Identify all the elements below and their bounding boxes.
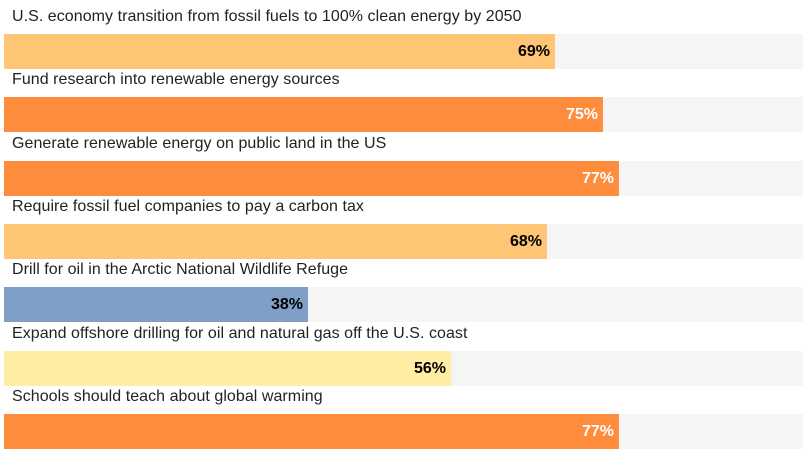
bar-track: 75% <box>4 97 803 133</box>
bar-category-label: Fund research into renewable energy sour… <box>12 71 340 89</box>
bar-value-label: 77% <box>581 422 614 440</box>
bar-row: Generate renewable energy on public land… <box>0 127 803 196</box>
bar-row: U.S. economy transition from fossil fuel… <box>0 0 803 69</box>
bar-track: 38% <box>4 287 803 323</box>
bar-track: 69% <box>4 34 803 69</box>
bar-category-label: Drill for oil in the Arctic National Wil… <box>12 261 349 279</box>
bar-row: Require fossil fuel companies to pay a c… <box>0 190 803 259</box>
bar-category-label: Schools should teach about global warmin… <box>12 387 323 405</box>
bar-category-label: Require fossil fuel companies to pay a c… <box>12 197 364 215</box>
bar <box>4 34 555 69</box>
bar-row: Fund research into renewable energy sour… <box>0 63 803 133</box>
bar-value-label: 38% <box>270 296 303 314</box>
bar <box>4 160 619 196</box>
bar-category-label: Expand offshore drilling for oil and nat… <box>12 324 468 342</box>
bar-track: 56% <box>4 350 803 386</box>
bar-row: Expand offshore drilling for oil and nat… <box>0 317 803 386</box>
bar <box>4 350 451 386</box>
bar-row: Schools should teach about global warmin… <box>0 380 803 449</box>
bar <box>4 223 547 259</box>
bar-value-label: 75% <box>565 106 598 124</box>
bar-value-label: 77% <box>581 169 614 187</box>
bar-track: 77% <box>4 160 803 196</box>
bar-track: 77% <box>4 413 803 449</box>
bar-category-label: U.S. economy transition from fossil fuel… <box>12 8 522 25</box>
bar-track: 68% <box>4 223 803 259</box>
bar-value-label: 68% <box>509 232 542 250</box>
bar <box>4 287 308 323</box>
bar-category-label: Generate renewable energy on public land… <box>12 134 387 152</box>
bar-row: Drill for oil in the Arctic National Wil… <box>0 253 803 323</box>
bar-value-label: 56% <box>413 359 446 377</box>
bar <box>4 97 603 133</box>
bar-value-label: 69% <box>517 43 550 60</box>
